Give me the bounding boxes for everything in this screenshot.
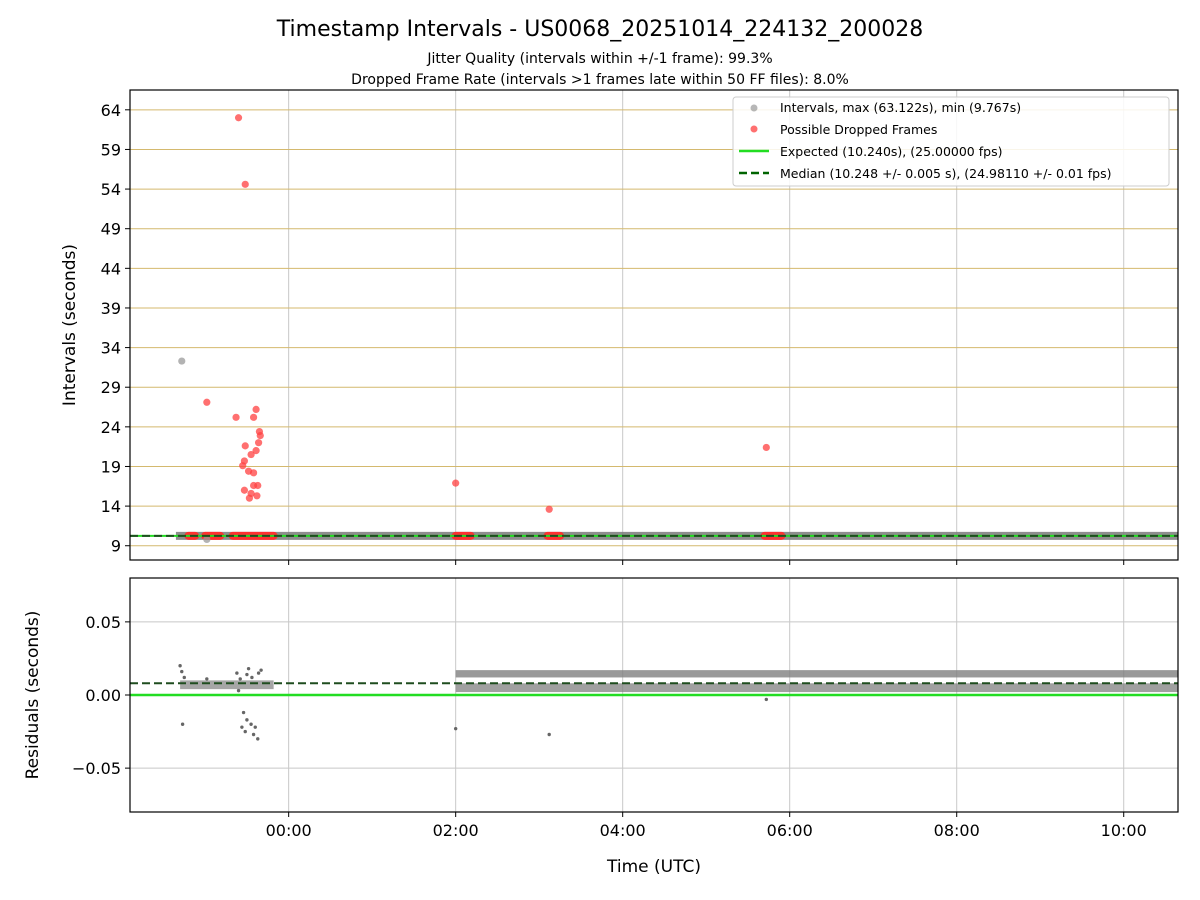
intervals-ytick-label-10: 59 xyxy=(101,140,121,159)
x-tick-label-4: 08:00 xyxy=(934,821,980,840)
residual-point-22 xyxy=(547,732,551,737)
residuals-y-axis-label: Residuals (seconds) xyxy=(23,611,43,780)
residuals-ytick-label-2: 0.05 xyxy=(85,613,121,632)
dropped-frame-point-20 xyxy=(253,492,261,500)
dropped-frame-point-13 xyxy=(239,462,247,470)
dropped-frame-point-7 xyxy=(256,431,264,440)
legend-intervals-label: Intervals, max (63.122s), min (9.767s) xyxy=(780,100,1021,115)
dropped-frame-point-9 xyxy=(241,442,249,450)
legend-box xyxy=(732,96,1170,187)
residual-point-2 xyxy=(182,675,186,680)
intervals-ytick-label-7: 44 xyxy=(101,259,121,278)
residual-point-16 xyxy=(256,671,261,675)
chart-subtitle-dropped: Dropped Frame Rate (intervals >1 frames … xyxy=(351,72,849,88)
dropped-frame-point-10 xyxy=(252,447,260,455)
legend: Intervals, max (63.122s), min (9.767s) P… xyxy=(732,96,1170,187)
intervals-y-ticks: 9 14 19 24 29 34 39 44 49 54 59 64 xyxy=(101,101,130,556)
intervals-ytick-label-2: 19 xyxy=(101,457,121,476)
residual-point-7 xyxy=(238,677,242,681)
legend-dropped-marker xyxy=(750,125,758,133)
residual-point-15 xyxy=(256,737,260,741)
residual-point-12 xyxy=(249,722,253,726)
residual-point-19 xyxy=(245,672,249,677)
x-axis-label: Time (UTC) xyxy=(606,857,701,877)
residual-point-8 xyxy=(241,710,246,715)
residual-point-18 xyxy=(246,666,251,671)
x-tick-label-1: 02:00 xyxy=(433,821,479,840)
intervals-ytick-label-8: 49 xyxy=(101,220,121,239)
intervals-points xyxy=(178,114,770,543)
x-tick-label-5: 10:00 xyxy=(1101,821,1147,840)
intervals-ytick-label-4: 29 xyxy=(101,378,121,397)
legend-median-label: Median (10.248 +/- 0.005 s), (24.98110 +… xyxy=(780,166,1111,181)
intervals-ytick-label-1: 14 xyxy=(101,497,121,516)
dropped-frame-point-8 xyxy=(254,439,263,447)
legend-dropped-label: Possible Dropped Frames xyxy=(780,122,937,137)
residuals-bands xyxy=(180,670,1178,693)
legend-intervals-marker xyxy=(750,104,758,112)
dropped-frame-point-2 xyxy=(203,398,211,406)
dropped-frame-point-11 xyxy=(247,450,255,459)
dropped-frame-point-1 xyxy=(241,180,249,188)
intervals-plot-frame xyxy=(129,89,1179,561)
residual-point-4 xyxy=(205,677,209,681)
residuals-reference-lines xyxy=(130,682,1178,697)
dropped-frame-point-17 xyxy=(254,481,262,490)
residuals-y-ticks: −0.05 0.00 0.05 xyxy=(72,613,130,778)
chart-subtitle-jitter: Jitter Quality (intervals within +/-1 fr… xyxy=(426,51,772,67)
residual-point-0 xyxy=(178,664,182,668)
residual-point-6 xyxy=(236,688,241,693)
residual-point-21 xyxy=(453,726,458,731)
dropped-frame-point-21 xyxy=(245,494,254,502)
intervals-y-axis-label: Intervals (seconds) xyxy=(60,244,80,406)
dropped-frame-point-23 xyxy=(545,505,553,513)
residual-point-5 xyxy=(235,671,239,675)
residual-band-low xyxy=(455,683,1178,693)
residual-band-high xyxy=(455,670,1178,678)
residual-point-1 xyxy=(180,669,184,674)
dropped-frame-point-22 xyxy=(452,479,460,487)
residual-band-early xyxy=(180,680,274,690)
residual-point-11 xyxy=(245,718,249,722)
residuals-x-ticks: 00:00 02:00 04:00 06:00 08:00 10:00 xyxy=(266,812,1147,840)
x-tick-label-3: 06:00 xyxy=(767,821,813,840)
dropped-frame-point-18 xyxy=(240,486,249,494)
dropped-frame-point-5 xyxy=(252,405,260,414)
x-tick-label-2: 04:00 xyxy=(600,821,646,840)
residual-point-9 xyxy=(240,725,244,729)
residual-point-20 xyxy=(250,675,254,680)
interval-point-0 xyxy=(178,357,186,365)
intervals-ytick-label-5: 34 xyxy=(101,339,121,358)
interval-point-1 xyxy=(203,535,211,543)
intervals-ytick-label-0: 9 xyxy=(111,537,121,556)
residual-point-10 xyxy=(243,729,247,734)
dropped-frame-point-0 xyxy=(234,114,243,122)
residual-point-23 xyxy=(764,697,769,702)
intervals-ytick-label-11: 64 xyxy=(101,101,121,120)
dropped-frame-point-3 xyxy=(232,413,240,421)
dropped-frame-point-15 xyxy=(249,469,258,477)
residual-point-17 xyxy=(259,668,263,672)
residuals-points xyxy=(178,664,769,741)
legend-expected-label: Expected (10.240s), (25.00000 fps) xyxy=(780,144,1002,159)
residual-point-3 xyxy=(180,722,185,726)
dropped-frame-point-4 xyxy=(249,413,258,421)
chart-title: Timestamp Intervals - US0068_20251014_22… xyxy=(276,17,923,42)
residual-point-14 xyxy=(253,725,257,729)
dropped-frame-point-24 xyxy=(762,443,770,452)
residuals-panel: −0.05 0.00 0.05 00:00 02:00 04:00 06:00 08:00 1… xyxy=(23,577,1179,840)
intervals-x-ticks xyxy=(288,560,1125,565)
intervals-ytick-label-6: 39 xyxy=(101,299,121,318)
residuals-ytick-label-0: −0.05 xyxy=(72,759,121,778)
intervals-ytick-label-3: 24 xyxy=(101,418,121,437)
x-tick-label-0: 00:00 xyxy=(266,821,312,840)
residual-point-13 xyxy=(251,732,256,737)
residuals-ytick-label-1: 0.00 xyxy=(85,686,121,705)
intervals-ytick-label-9: 54 xyxy=(101,180,121,199)
